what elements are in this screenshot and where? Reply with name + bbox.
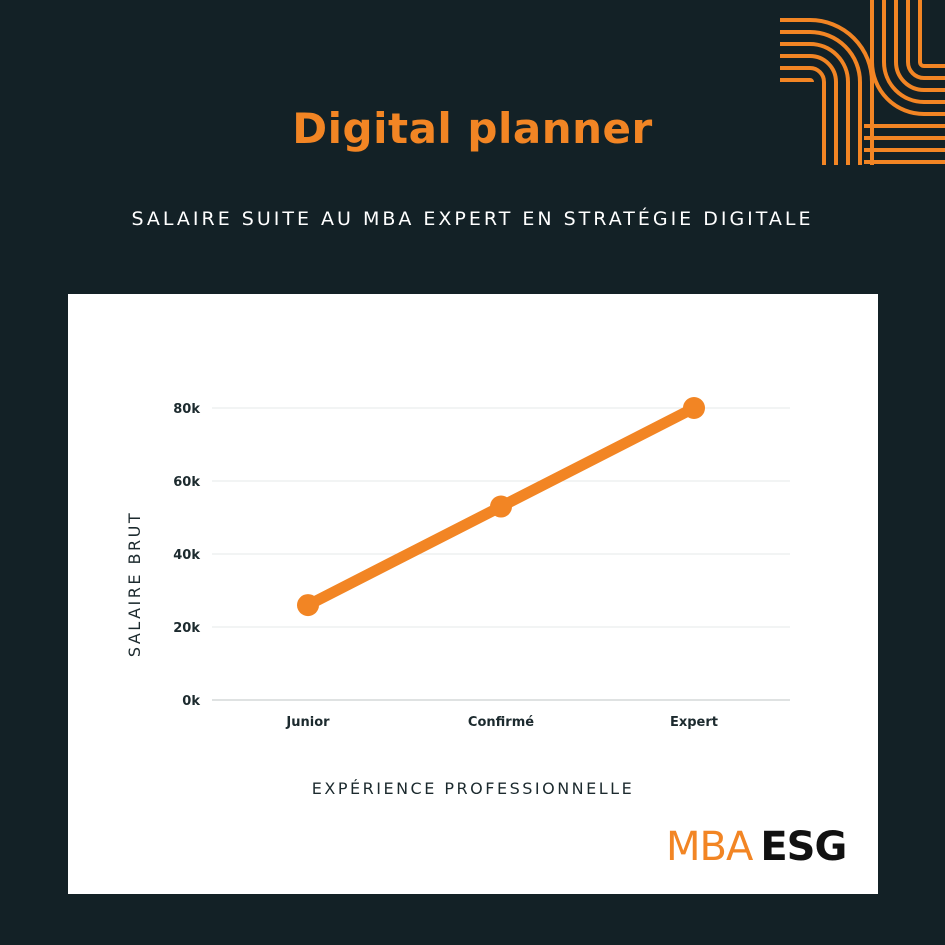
y-tick-label: 80k [173, 402, 200, 417]
x-tick-label: Expert [670, 715, 718, 730]
page-title: Digital planner [292, 104, 653, 153]
y-tick-label: 0k [182, 694, 200, 709]
x-axis-title: EXPÉRIENCE PROFESSIONNELLE [312, 779, 634, 798]
data-point [297, 594, 319, 617]
y-tick-label: 20k [173, 621, 200, 636]
page-subtitle: SALAIRE SUITE AU MBA EXPERT EN STRATÉGIE… [131, 208, 814, 230]
x-tick-label: Junior [285, 715, 330, 730]
y-tick-label: 60k [173, 475, 200, 490]
salary-line-chart: 0k 20k 40k 60k 80k Junior Confirmé Expert SALA… [125, 397, 790, 798]
data-point [683, 397, 705, 419]
y-tick-label: 40k [173, 548, 200, 563]
logo-mba-text: MBA [666, 824, 753, 870]
mba-esg-logo: MBA ESG [666, 824, 847, 870]
logo-esg-text: ESG [760, 824, 847, 870]
data-point [490, 495, 512, 518]
x-tick-label: Confirmé [468, 715, 534, 730]
y-axis-title: SALAIRE BRUT [125, 511, 144, 657]
decorative-stripes-icon [780, 0, 945, 165]
chart-panel: 0k 20k 40k 60k 80k Junior Confirmé Expert SALA… [68, 294, 878, 894]
